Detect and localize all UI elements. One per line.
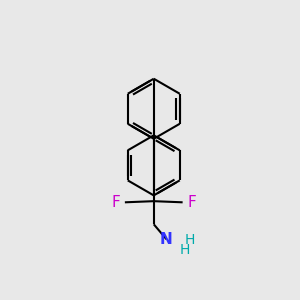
Text: F: F <box>187 195 196 210</box>
Text: F: F <box>112 195 120 210</box>
Text: N: N <box>160 232 173 247</box>
Text: H: H <box>180 243 190 257</box>
Text: H: H <box>184 233 195 248</box>
